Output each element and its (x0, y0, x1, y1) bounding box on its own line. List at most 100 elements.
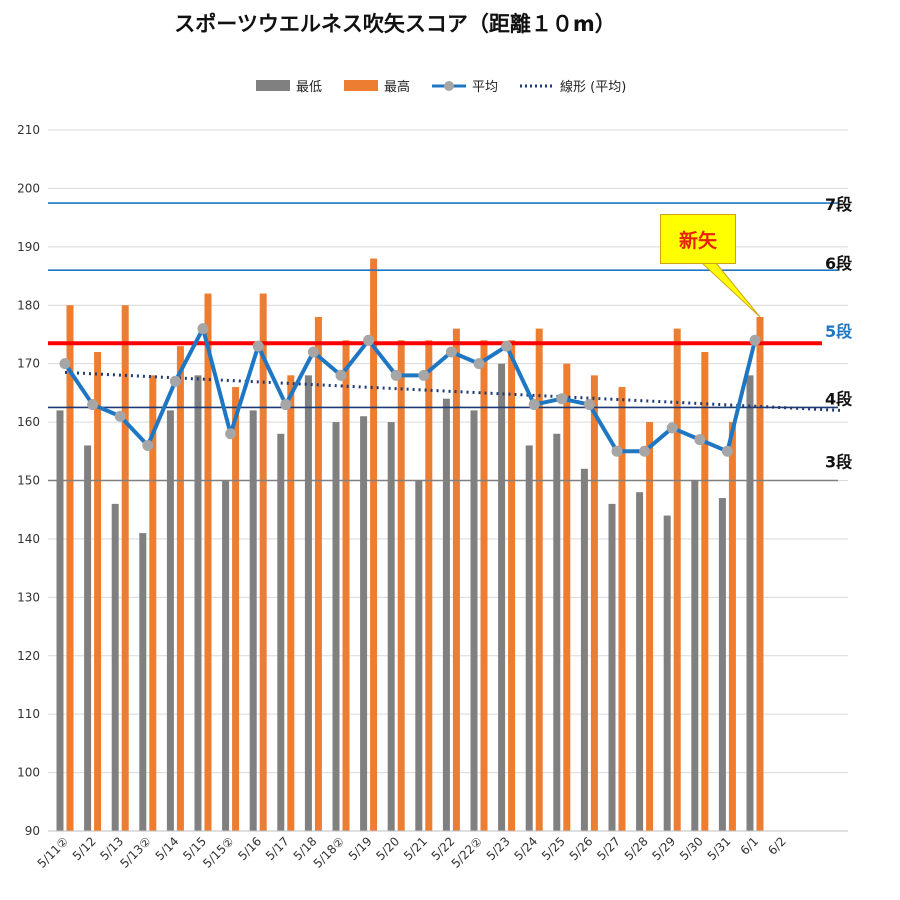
average-marker (87, 399, 99, 411)
bar-min (84, 445, 92, 831)
legend-swatch-min (256, 80, 290, 91)
bar-max (314, 316, 322, 831)
legend-label-min: 最低 (296, 80, 323, 95)
x-tick-label: 6/1 (738, 834, 762, 858)
bar-max (728, 422, 736, 831)
average-marker (335, 369, 347, 381)
reference-label: 7段 (825, 195, 853, 214)
average-marker (445, 346, 457, 358)
x-tick-label: 5/23 (484, 834, 513, 863)
bar-min (332, 422, 340, 831)
bar-max (756, 316, 764, 831)
bar-min (387, 422, 395, 831)
average-marker (169, 375, 181, 387)
x-tick-label: 5/19 (346, 834, 375, 863)
average-marker (666, 422, 678, 434)
y-tick-label: 190 (17, 240, 40, 254)
bar-min (249, 410, 257, 831)
reference-label: 6段 (825, 254, 853, 273)
y-tick-label: 130 (17, 590, 40, 604)
y-tick-label: 100 (17, 766, 40, 780)
y-tick-label: 210 (17, 123, 40, 137)
average-marker (142, 439, 154, 451)
legend-swatch-avg (432, 80, 467, 91)
bar-min (166, 410, 174, 831)
bar-min (360, 416, 368, 831)
x-tick-label: 5/21 (401, 834, 430, 863)
x-tick-label: 5/25 (539, 834, 568, 863)
legend-item-min: 最低 (256, 76, 322, 95)
bar-min (277, 433, 285, 831)
bar-min (636, 492, 644, 831)
bar-min (415, 480, 423, 831)
bar-max (342, 340, 350, 831)
bar-max (452, 328, 460, 831)
bar-min (139, 533, 147, 831)
legend-item-avg: 平均 (432, 76, 498, 95)
bar-min (111, 503, 119, 831)
legend-label-avg: 平均 (472, 80, 499, 95)
annotation-callout: 新矢 (660, 214, 736, 264)
legend-swatch-trend (520, 84, 555, 87)
bar-min (470, 410, 478, 831)
bar-max (287, 375, 295, 831)
average-marker (639, 445, 651, 457)
bar-max (232, 387, 240, 831)
average-marker (556, 393, 568, 405)
x-tick-label: 5/22② (449, 834, 486, 871)
bar-max (259, 293, 267, 832)
average-marker (307, 346, 319, 358)
average-marker (418, 369, 430, 381)
bar-max (149, 375, 157, 831)
x-tick-label: 5/14 (153, 834, 182, 863)
bar-max (94, 351, 102, 831)
chart-title: スポーツウエルネス吹矢スコア（距離１０m） (174, 12, 616, 36)
bar-max (701, 351, 709, 831)
x-tick-label: 5/11② (35, 834, 72, 871)
legend-swatch-max (344, 80, 379, 91)
y-tick-label: 110 (17, 707, 40, 721)
x-tick-label: 5/17 (263, 834, 292, 863)
x-tick-label: 6/2 (765, 834, 789, 858)
bar-max (590, 375, 598, 831)
x-tick-label: 5/16 (235, 834, 264, 863)
y-tick-label: 120 (17, 649, 40, 663)
x-tick-label: 5/29 (649, 834, 678, 863)
bar-min (691, 480, 699, 831)
bar-max (673, 328, 681, 831)
bar-min (56, 410, 64, 831)
average-marker (501, 340, 513, 352)
legend-item-trend: 線形 (平均) (520, 76, 626, 95)
x-tick-label: 5/15② (200, 834, 237, 871)
x-tick-label: 5/28 (622, 834, 651, 863)
y-tick-label: 90 (25, 824, 40, 838)
y-tick-label: 170 (17, 357, 40, 371)
bar-min (663, 515, 671, 831)
bar-max (397, 340, 405, 831)
average-marker (749, 334, 761, 346)
bar-max (646, 422, 654, 831)
y-tick-label: 180 (17, 298, 40, 312)
bar-max (176, 346, 184, 831)
legend-label-max: 最高 (384, 80, 411, 95)
callout-pointer (700, 262, 761, 318)
y-tick-label: 200 (17, 181, 40, 195)
x-tick-label: 5/30 (677, 834, 706, 863)
bar-max (618, 387, 626, 831)
x-tick-label: 5/27 (594, 834, 623, 863)
x-tick-label: 5/18② (311, 834, 348, 871)
bar-max (370, 258, 378, 831)
x-tick-label: 5/31 (705, 834, 734, 863)
bar-max (121, 305, 129, 831)
bar-max (425, 340, 433, 831)
average-marker (114, 410, 126, 422)
y-tick-label: 160 (17, 415, 40, 429)
x-tick-label: 5/12 (70, 834, 99, 863)
bar-min (304, 375, 312, 831)
bar-min (525, 445, 533, 831)
bar-max (204, 293, 212, 832)
average-marker (694, 434, 706, 446)
reference-label: 5段 (825, 322, 853, 341)
average-marker (197, 323, 209, 335)
bar-min (442, 398, 450, 831)
